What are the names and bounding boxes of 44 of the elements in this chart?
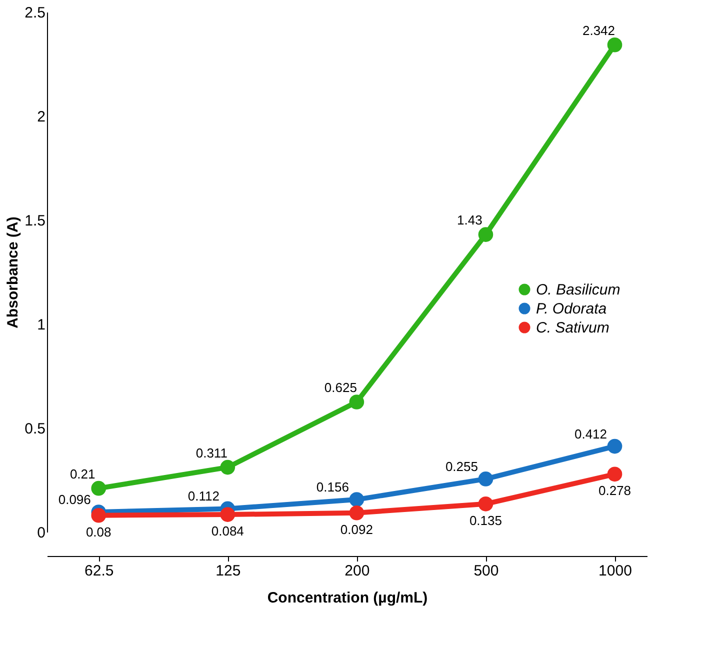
data-label: 0.08 [86, 524, 112, 540]
x-tick-label: 62.5 [84, 562, 114, 580]
point [91, 508, 106, 523]
data-label: 0.412 [574, 426, 608, 442]
point [349, 394, 364, 410]
data-label: 0.096 [58, 492, 91, 508]
y-tick-label: 1.5 [24, 212, 46, 230]
y-tick-label: 2.5 [24, 4, 46, 22]
legend-label: P. Odorata [536, 300, 607, 318]
data-label: 1.43 [457, 212, 482, 228]
data-label: 0.21 [70, 466, 96, 482]
data-label: 0.311 [196, 445, 228, 460]
x-tick-label: 200 [344, 562, 370, 580]
point [91, 480, 106, 496]
point [349, 492, 364, 507]
x-tick-label: 125 [216, 562, 241, 580]
point [220, 507, 236, 522]
x-axis-title: Concentration (µg/mL) [267, 590, 428, 606]
y-tick-label: 1 [37, 316, 46, 334]
x-tick-label: 1000 [598, 562, 632, 580]
legend-label: O. Basilicum [536, 282, 620, 298]
x-tick-label: 500 [474, 562, 499, 580]
point [607, 37, 622, 52]
point [607, 438, 622, 454]
legend-label: C. Sativum [536, 320, 610, 336]
point [478, 496, 494, 512]
data-label: 0.625 [324, 380, 357, 395]
y-tick-label: 2 [37, 108, 46, 126]
point [607, 466, 622, 482]
y-axis-title: Absorbance (A) [4, 216, 22, 328]
y-tick-label: 0.5 [24, 420, 46, 438]
data-label: 0.135 [469, 512, 502, 528]
data-label: 0.092 [340, 522, 373, 537]
y-tick-label: 0 [37, 524, 46, 542]
point [349, 505, 364, 520]
data-label: 2.342 [582, 22, 616, 38]
data-label: 0.112 [188, 488, 220, 504]
point [220, 460, 236, 475]
data-label: 0.255 [445, 458, 478, 474]
data-label: 0.156 [316, 480, 349, 495]
point [478, 472, 494, 486]
data-label: 0.278 [598, 483, 632, 498]
point [478, 227, 494, 242]
data-label: 0.084 [211, 524, 244, 539]
